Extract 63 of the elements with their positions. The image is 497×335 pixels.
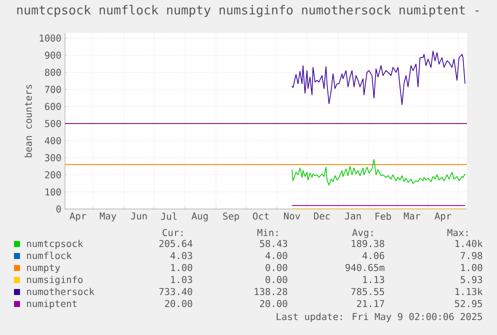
- text: 138.28: [254, 288, 288, 296]
- y-tick-label: 100: [46, 188, 61, 196]
- chart-title: numtcpsock numflock numpty numsiginfo numothersock numiptent -: [17, 4, 479, 18]
- y-tick-label: 1000: [40, 34, 61, 42]
- text: Max:: [447, 229, 468, 236]
- text: 733.40: [159, 288, 192, 296]
- y-tick-label: 600: [45, 102, 61, 110]
- text: 1.03: [171, 276, 192, 284]
- text: 20.00: [260, 300, 288, 308]
- x-tick-label: Feb: [376, 212, 391, 220]
- text: 52.95: [454, 300, 482, 308]
- x-tick-label: Dec: [314, 212, 330, 220]
- x-tick-label: May: [100, 212, 116, 222]
- text: Min:: [257, 228, 278, 236]
- x-tick-label: Apr: [434, 212, 452, 222]
- x-tick-label: Apr: [70, 212, 86, 222]
- text: 4.06: [362, 252, 384, 260]
- legend-label: numtcpsock: [27, 240, 84, 249]
- y-axis-title: bean counters: [24, 84, 32, 158]
- text: 1.40k: [455, 240, 483, 248]
- text: Last update: Fri May 9 02:00:06 2025: [276, 312, 482, 322]
- legend-label: numiptent: [27, 300, 77, 309]
- text: 5.93: [460, 276, 482, 284]
- y-tick-label: 700: [45, 86, 61, 93]
- text: Cur:: [162, 228, 183, 236]
- text: 4.03: [170, 252, 192, 260]
- y-tick-label: 800: [45, 68, 61, 76]
- line-series: [292, 50, 466, 105]
- text: 20.00: [165, 300, 192, 308]
- legend-label: numsiginfo: [27, 276, 83, 286]
- text: 0.00: [266, 276, 288, 284]
- y-tick-label: 200: [45, 171, 61, 178]
- legend-label: numpty: [27, 264, 60, 273]
- text: 940.65m: [346, 264, 384, 272]
- y-tick-label: 500: [45, 120, 61, 128]
- x-tick-label: Mar: [404, 212, 420, 220]
- y-tick-label: 400: [44, 137, 61, 144]
- text: 1.13k: [455, 288, 483, 296]
- text: 4.00: [265, 252, 288, 260]
- x-tick-label: Jan: [344, 212, 361, 220]
- x-tick-label: Nov: [284, 212, 300, 220]
- x-tick-label: Oct: [253, 212, 269, 220]
- text: 0.00: [266, 264, 288, 272]
- text: 205.64: [159, 240, 192, 248]
- text: 21.17: [357, 300, 384, 307]
- text: 785.55: [351, 288, 384, 296]
- x-tick-label: Aug: [192, 212, 208, 222]
- text: 7.98: [460, 252, 482, 260]
- text: 58.43: [260, 240, 288, 248]
- text: Avg:: [352, 229, 373, 238]
- text: 1.13: [363, 276, 384, 284]
- legend-label: numothersock: [27, 288, 94, 296]
- y-tick-label: 300: [45, 154, 61, 162]
- legend-label: numflock: [27, 252, 72, 260]
- text: 189.38: [352, 240, 384, 248]
- y-tick-label: 0: [56, 205, 61, 213]
- text: 1.00: [171, 264, 192, 272]
- line-series: [292, 159, 466, 186]
- x-tick-label: Sep: [223, 212, 239, 222]
- x-tick-label: Jun: [130, 212, 147, 220]
- text: 1.00: [461, 264, 482, 272]
- x-tick-label: Jul: [160, 212, 177, 220]
- y-tick-label: 900: [44, 52, 61, 59]
